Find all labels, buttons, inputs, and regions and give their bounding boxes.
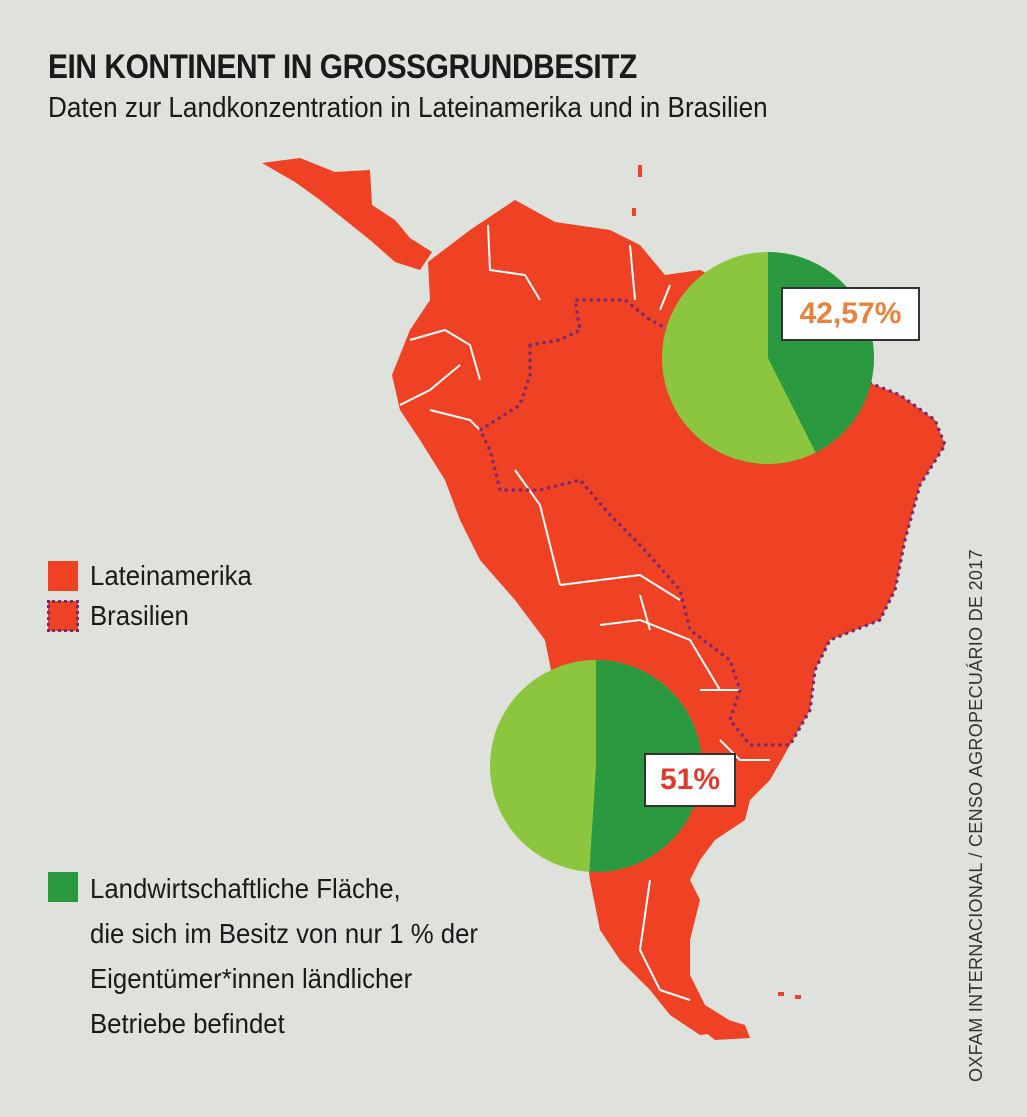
legend-brazil-label: Brasilien <box>90 600 189 631</box>
legend-green-line-3: Eigentümer*innen ländlicher <box>90 963 413 994</box>
country-borders <box>399 224 770 1001</box>
legend-green-line-2: die sich im Besitz von nur 1 % der <box>90 918 479 949</box>
chart-title: EIN KONTINENT IN GROSSGRUNDBESITZ <box>48 48 637 86</box>
pie-brazil <box>662 252 874 464</box>
tierra-del-fuego-shape <box>695 1010 750 1040</box>
pie-label-latam: 51% <box>644 753 736 807</box>
island-shape <box>778 992 784 996</box>
central-america-shape <box>262 158 432 270</box>
pie-label-brazil-text: 42,57% <box>799 297 902 330</box>
chart-subtitle: Daten zur Landkonzentration in Lateiname… <box>48 92 768 124</box>
legend-green-line-1: Landwirtschaftliche Fläche, <box>90 873 401 904</box>
legend-green-line-4: Betriebe befindet <box>90 1008 285 1039</box>
pie-label-latam-text: 51% <box>659 763 721 796</box>
island-shape <box>632 208 636 216</box>
island-shape <box>638 165 642 177</box>
island-shape <box>795 995 801 999</box>
legend-latam-label: Lateinamerika <box>90 560 252 591</box>
legend-brazil: Brasilien <box>47 600 197 632</box>
legend-latam: Lateinamerika <box>48 560 266 592</box>
legend-swatch-latam <box>48 561 78 591</box>
legend-swatch-green <box>48 872 78 902</box>
legend-swatch-brazil <box>47 600 79 632</box>
source-note: OXFAM INTERNACIONAL / CENSO AGROPECUÁRIO… <box>966 549 986 1082</box>
pie-label-brazil: 42,57% <box>781 287 920 341</box>
